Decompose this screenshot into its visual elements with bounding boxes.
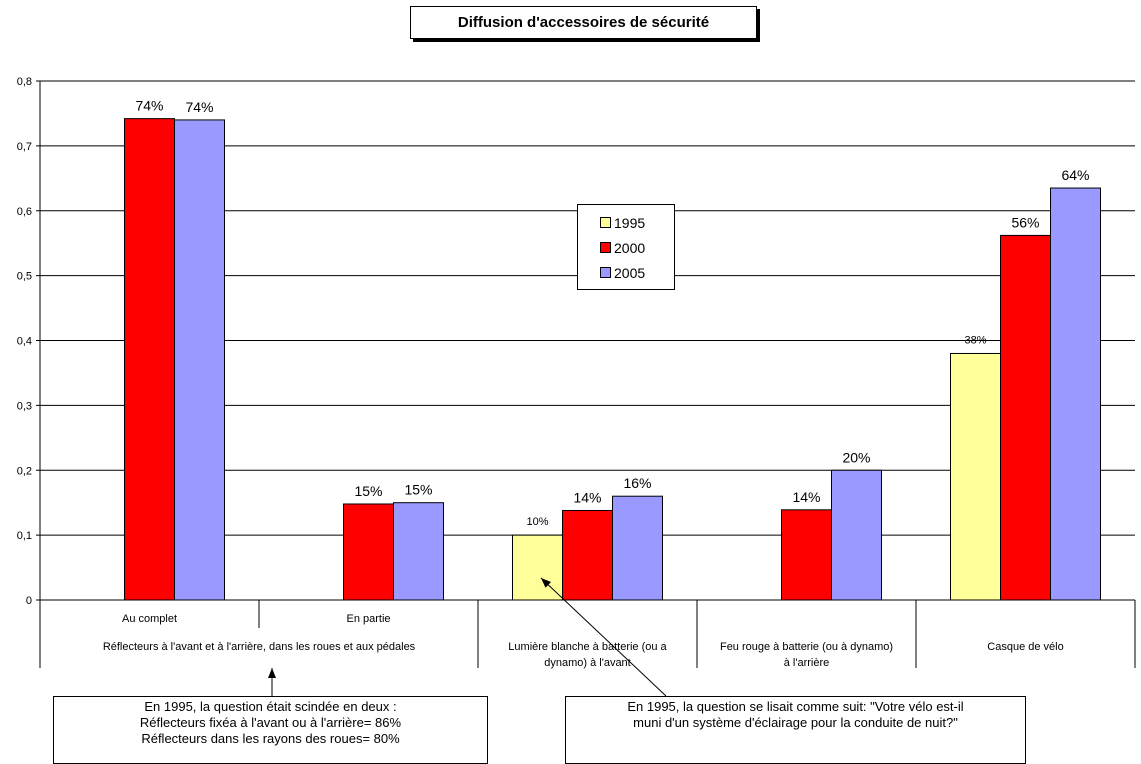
data-label: 14% [573, 489, 601, 505]
category-labels: Au complet En partie Lumière blanche à bat… [103, 613, 1064, 669]
y-tick-label: 0,6 [17, 206, 32, 218]
arrow-lighting-head [541, 578, 552, 588]
data-label: 74% [185, 99, 213, 115]
category-label: dynamo) à l'avant [544, 657, 630, 669]
annotation-note-lighting: En 1995, la question se lisait comme sui… [565, 696, 1026, 764]
data-label: 15% [404, 482, 432, 498]
bar-1995 [950, 352, 1001, 601]
bar-2000 [124, 118, 175, 601]
data-label: 10% [526, 516, 548, 528]
bar-2000 [781, 509, 832, 601]
data-label: 64% [1061, 167, 1089, 183]
data-label: 14% [792, 489, 820, 505]
note-line: En 1995, la question était scindée en de… [144, 699, 397, 714]
y-tick-label: 0,4 [17, 336, 32, 348]
annotation-note-reflectors: En 1995, la question était scindée en de… [53, 696, 488, 764]
data-label: 20% [842, 449, 870, 465]
category-label: Feu rouge à batterie (ou à dynamo) [720, 641, 893, 653]
legend-item-1995: 1995 [600, 210, 674, 235]
legend-label: 1995 [614, 214, 646, 231]
category-label: En partie [346, 613, 390, 625]
data-labels: 10% 38% 74% 15% 14% 14% 56% 74% 15% 16% 20% 64% [135, 98, 1089, 528]
group-label: Réflecteurs à l'avant et à l'arrière, da… [103, 641, 416, 653]
bar-2005 [612, 495, 663, 601]
category-label: Casque de vélo [987, 641, 1063, 653]
category-label: Lumière blanche à batterie (ou a [508, 641, 667, 653]
category-label: à l'arrière [784, 657, 830, 669]
note-line: Réflecteurs fixéa à l'avant ou à l'arriè… [139, 715, 402, 730]
note-line: En 1995, la question se lisait comme sui… [627, 699, 964, 714]
category-label: Au complet [122, 613, 177, 625]
arrow-reflectors-head [268, 668, 276, 678]
legend-label: 2000 [614, 239, 646, 256]
y-tick-label: 0,7 [17, 141, 32, 153]
legend-swatch-2000 [600, 242, 611, 253]
bar-2000 [343, 503, 394, 601]
chart-title: Diffusion d'accessoires de sécurité [410, 6, 757, 39]
bar-2005 [1050, 187, 1101, 601]
data-label: 16% [623, 475, 651, 491]
y-tick-label: 0,5 [17, 271, 32, 283]
legend-swatch-1995 [600, 217, 611, 228]
y-tick-label: 0,3 [17, 400, 32, 412]
legend-item-2005: 2005 [600, 260, 674, 285]
y-tick-label: 0,8 [17, 76, 32, 88]
legend-item-2000: 2000 [600, 235, 674, 260]
data-label: 74% [135, 98, 163, 114]
legend-label: 2005 [614, 264, 646, 281]
y-tick-label: 0,2 [17, 465, 32, 477]
data-label: 56% [1011, 214, 1039, 230]
note-line: muni d'un système d'éclairage pour la co… [633, 715, 958, 730]
annotation-arrows [268, 577, 667, 697]
bar-2000 [1000, 234, 1051, 601]
data-label: 38% [964, 334, 986, 346]
bar-2005 [393, 502, 444, 601]
bar-2005 [174, 119, 225, 601]
y-tick-label: 0 [26, 595, 32, 607]
arrow-lighting [540, 577, 667, 697]
y-tick-label: 0,1 [17, 530, 32, 542]
note-line: Réflecteurs dans les rayons des roues= 8… [141, 731, 400, 746]
legend: 1995 2000 2005 [577, 204, 675, 290]
bar-2000 [562, 509, 613, 601]
bar-1995 [512, 534, 563, 601]
legend-swatch-2005 [600, 267, 611, 278]
data-label: 15% [354, 483, 382, 499]
bar-2005 [831, 469, 882, 601]
bars [124, 118, 1101, 601]
